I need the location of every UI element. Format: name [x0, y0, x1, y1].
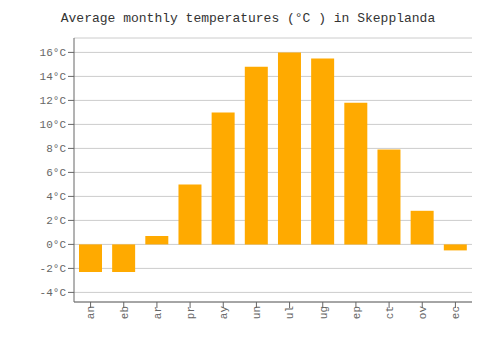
svg-text:an: an: [85, 306, 97, 319]
svg-text:6°C: 6°C: [46, 167, 66, 179]
svg-text:ep: ep: [351, 306, 363, 319]
svg-text:ug: ug: [318, 306, 330, 319]
svg-text:eb: eb: [119, 306, 131, 319]
svg-text:8°C: 8°C: [46, 143, 66, 155]
svg-text:ay: ay: [218, 306, 230, 320]
html-text:Average monthly temperatures (: Average monthly temperatures (°C ) in Sk…: [60, 11, 436, 26]
svg-text:ec: ec: [450, 306, 462, 319]
svg-text:2°C: 2°C: [46, 215, 66, 227]
svg-text:pr: pr: [185, 306, 197, 319]
svg-text:4°C: 4°C: [46, 191, 66, 203]
svg-text:ul: ul: [284, 306, 296, 319]
svg-text:-4°C: -4°C: [40, 287, 67, 299]
svg-text:ct: ct: [384, 306, 396, 319]
svg-text:un: un: [251, 306, 263, 319]
svg-text:10°C: 10°C: [40, 119, 67, 131]
svg-text:-2°C: -2°C: [40, 263, 67, 275]
svg-text:12°C: 12°C: [40, 95, 67, 107]
svg-text:16°C: 16°C: [40, 47, 67, 59]
svg-text:0°C: 0°C: [46, 239, 66, 251]
svg-text:ar: ar: [152, 306, 164, 319]
svg-text:14°C: 14°C: [40, 71, 67, 83]
svg-text:ov: ov: [417, 306, 429, 320]
